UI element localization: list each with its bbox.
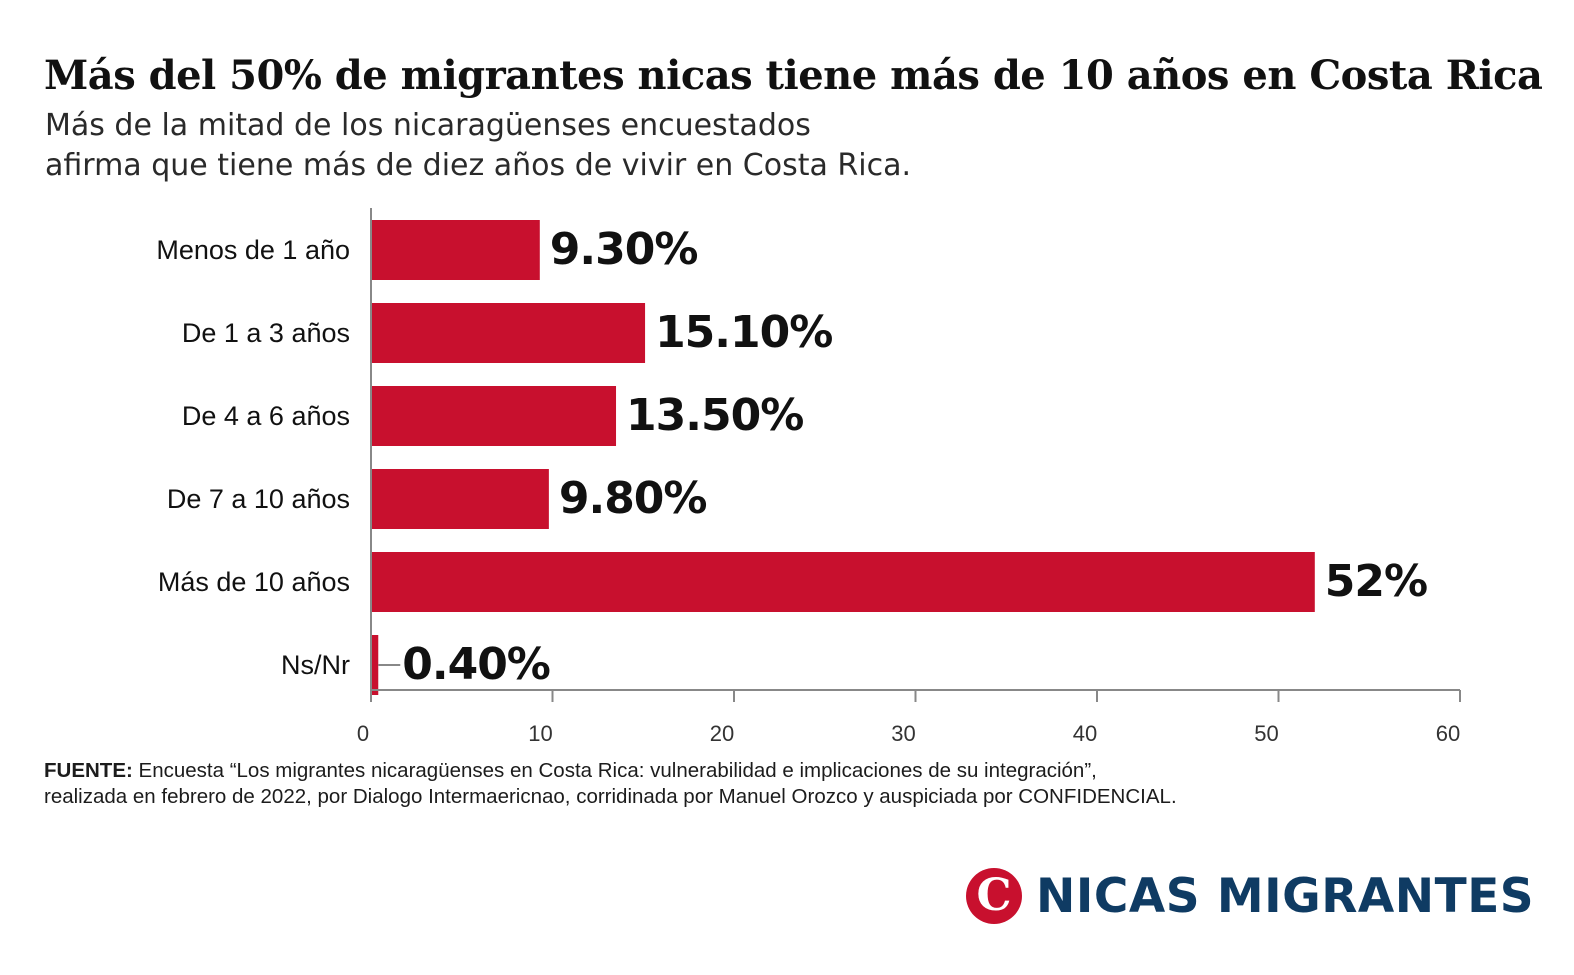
data-label: 15.10% [655,307,832,358]
category-label: Ns/Nr [281,650,350,680]
bar [371,303,646,363]
category-label: De 1 a 3 años [182,318,350,348]
data-label: 9.30% [550,224,698,275]
brand-footer: C NICAS MIGRANTES [966,866,1534,926]
category-label: Más de 10 años [158,567,350,597]
source-note: FUENTE: Encuesta “Los migrantes nicaragü… [44,758,1177,810]
x-tick-label: 10 [528,721,552,746]
confidencial-logo-icon: C [966,868,1022,924]
bar [371,386,617,446]
x-tick-label: 60 [1436,721,1460,746]
data-label: 52% [1325,556,1427,607]
x-tick-label: 50 [1254,721,1278,746]
data-label: 9.80% [559,473,707,524]
bar [371,469,549,529]
source-label: FUENTE: [44,759,133,782]
subtitle-line-1: Más de la mitad de los nicaragüenses enc… [45,108,811,143]
bar [371,220,540,280]
subtitle-line-2: afirma que tiene más de diez años de viv… [45,148,911,183]
data-label: 0.40% [402,639,550,690]
source-line-1: Encuesta “Los migrantes nicaragüenses en… [132,759,1097,782]
x-tick-label: 0 [357,721,369,746]
logo-letter: C [976,870,1012,921]
data-label: 13.50% [626,390,803,441]
category-label: Menos de 1 año [156,235,350,265]
bar-chart: Menos de 1 año 9.30% De 1 a 3 años 15.10% De… [156,208,1461,746]
x-tick-label: 40 [1073,721,1097,746]
category-label: De 4 a 6 años [182,401,350,431]
chart-title: Más del 50% de migrantes nicas tiene más… [44,52,1543,99]
brand-name: NICAS MIGRANTES [1036,868,1535,924]
category-label: De 7 a 10 años [167,484,350,514]
chart-subtitle: Más de la mitad de los nicaragüenses enc… [45,106,911,186]
bar [371,552,1315,612]
x-tick-label: 30 [891,721,915,746]
source-line-2: realizada en febrero de 2022, por Dialog… [44,785,1177,808]
x-tick-label: 20 [710,721,734,746]
bar [371,635,379,695]
